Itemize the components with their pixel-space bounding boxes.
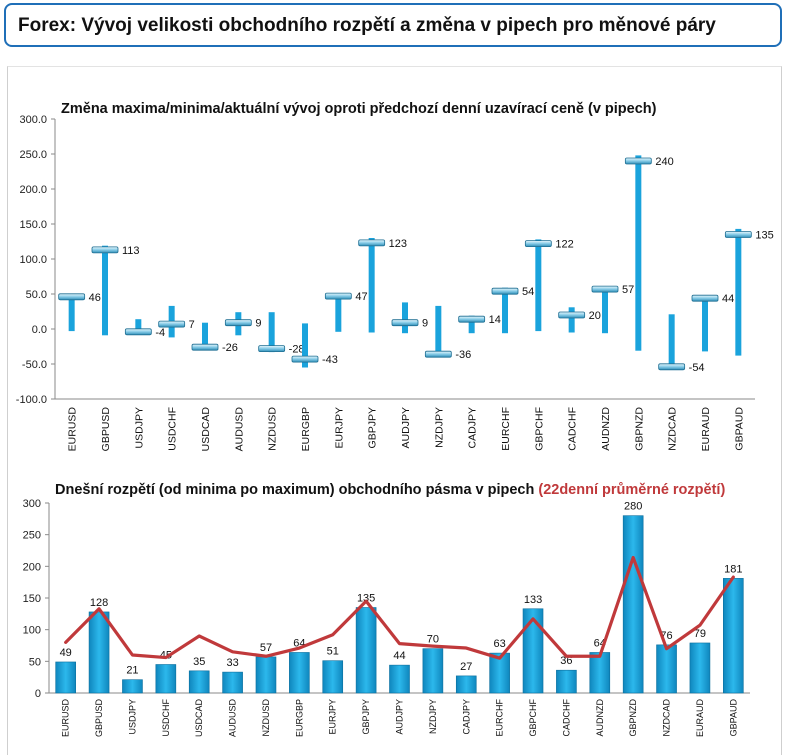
page-title: Forex: Vývoj velikosti obchodního rozpět… — [18, 15, 716, 36]
page-header: Forex: Vývoj velikosti obchodního rozpět… — [4, 3, 782, 47]
charts-panel — [7, 66, 782, 755]
